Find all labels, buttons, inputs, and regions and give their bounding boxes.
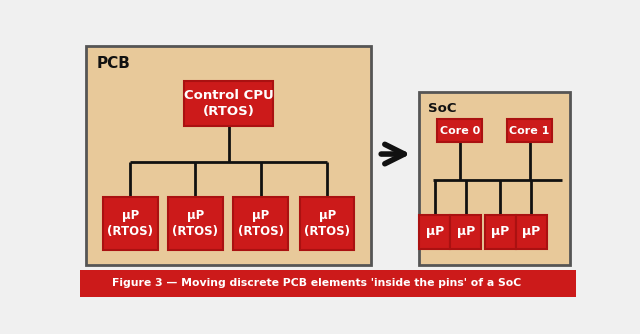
Text: μP
(RTOS): μP (RTOS) — [237, 209, 284, 238]
Text: Core 1: Core 1 — [509, 126, 550, 136]
Bar — [300, 197, 355, 249]
Text: μP: μP — [426, 225, 444, 238]
Bar — [419, 93, 570, 265]
Text: μP: μP — [457, 225, 475, 238]
Text: Core 0: Core 0 — [440, 126, 480, 136]
Text: PCB: PCB — [97, 56, 131, 71]
Text: SoC: SoC — [428, 102, 456, 115]
Text: μP: μP — [522, 225, 540, 238]
Text: μP
(RTOS): μP (RTOS) — [172, 209, 218, 238]
Bar — [86, 46, 371, 265]
Bar — [451, 215, 481, 249]
Text: μP
(RTOS): μP (RTOS) — [108, 209, 154, 238]
Text: μP
(RTOS): μP (RTOS) — [304, 209, 350, 238]
Text: Control CPU
(RTOS): Control CPU (RTOS) — [184, 89, 274, 118]
Bar — [184, 81, 273, 126]
Bar — [484, 215, 516, 249]
Bar — [419, 215, 451, 249]
Bar — [168, 197, 223, 249]
Bar — [516, 215, 547, 249]
Text: Figure 3 — Moving discrete PCB elements 'inside the pins' of a SoC: Figure 3 — Moving discrete PCB elements … — [112, 279, 521, 288]
Bar — [437, 119, 482, 143]
Bar — [507, 119, 552, 143]
Bar — [234, 197, 288, 249]
Bar — [80, 270, 576, 297]
Text: μP: μP — [491, 225, 509, 238]
Bar — [103, 197, 157, 249]
